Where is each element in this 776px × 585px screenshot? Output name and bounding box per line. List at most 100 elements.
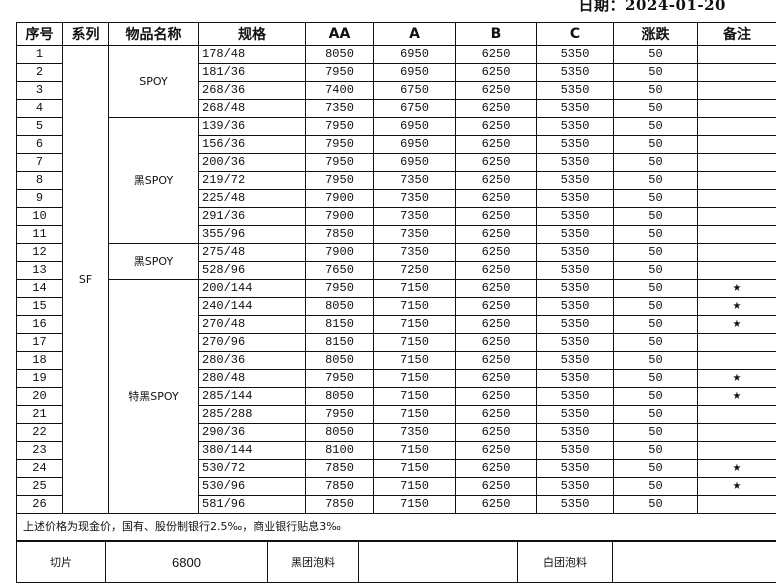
star-icon: ★: [697, 477, 776, 496]
row-no: 25: [16, 477, 63, 496]
header-series: 系列: [62, 22, 109, 46]
row-no: 16: [16, 315, 63, 334]
change-cell: 50: [613, 153, 698, 172]
change-cell: 50: [613, 387, 698, 406]
note-cell: [697, 207, 776, 226]
table-row: 5 黑SPOY 139/36 7950 6950 6250 5350 50: [16, 117, 776, 244]
row-no: 9: [16, 189, 63, 208]
table-row: 4 268/48 7350 6750 6250 5350 50: [16, 99, 776, 118]
price-aa-cell: 8050: [305, 387, 374, 406]
note-cell: [697, 153, 776, 172]
price-c-cell: 5350: [536, 297, 614, 316]
price-b-cell: 6250: [455, 99, 537, 118]
price-b-cell: 6250: [455, 117, 537, 136]
spec-cell: 285/144: [198, 387, 306, 406]
note-cell: [697, 171, 776, 190]
price-aa-cell: 8050: [305, 45, 374, 64]
header-aa: AA: [305, 22, 374, 46]
price-c-cell: 5350: [536, 261, 614, 280]
price-aa-cell: 7850: [305, 225, 374, 244]
star-icon: ★: [697, 315, 776, 334]
price-a-cell: 7150: [373, 477, 456, 496]
table-row: 17 270/96 8150 7150 6250 5350 50: [16, 333, 776, 352]
row-no: 6: [16, 135, 63, 154]
change-cell: 50: [613, 117, 698, 136]
price-b-cell: 6250: [455, 135, 537, 154]
spec-cell: 280/48: [198, 369, 306, 388]
note-cell: [697, 63, 776, 82]
table-row: 6 156/36 7950 6950 6250 5350 50: [16, 135, 776, 154]
date-label: 日期：2024-01-20: [578, 0, 726, 14]
row-no: 23: [16, 441, 63, 460]
price-b-cell: 6250: [455, 189, 537, 208]
row-no: 8: [16, 171, 63, 190]
table-row: 7 200/36 7950 6950 6250 5350 50: [16, 153, 776, 172]
spec-cell: 181/36: [198, 63, 306, 82]
price-c-cell: 5350: [536, 45, 614, 64]
spec-cell: 581/96: [198, 495, 306, 514]
price-aa-cell: 8050: [305, 297, 374, 316]
price-c-cell: 5350: [536, 279, 614, 298]
spec-cell: 280/36: [198, 351, 306, 370]
note-cell: [697, 405, 776, 424]
price-aa-cell: 7950: [305, 405, 374, 424]
price-a-cell: 6950: [373, 63, 456, 82]
header-b: B: [455, 22, 537, 46]
price-a-cell: 7350: [373, 207, 456, 226]
price-c-cell: 5350: [536, 423, 614, 442]
series-cell: SF: [62, 45, 109, 514]
note-cell: [697, 351, 776, 370]
price-aa-cell: 8050: [305, 351, 374, 370]
spec-cell: 380/144: [198, 441, 306, 460]
table-row: 19 280/48 7950 7150 6250 5350 50 ★: [16, 369, 776, 388]
star-icon: ★: [697, 279, 776, 298]
price-b-cell: 6250: [455, 279, 537, 298]
change-cell: 50: [613, 441, 698, 460]
white-foam-label: 白团泡料: [517, 541, 613, 583]
price-a-cell: 6950: [373, 153, 456, 172]
price-a-cell: 7150: [373, 297, 456, 316]
row-no: 13: [16, 261, 63, 280]
row-no: 1: [16, 45, 63, 64]
change-cell: 50: [613, 495, 698, 514]
price-c-cell: 5350: [536, 315, 614, 334]
spec-cell: 291/36: [198, 207, 306, 226]
change-cell: 50: [613, 171, 698, 190]
price-a-cell: 7150: [373, 279, 456, 298]
price-c-cell: 5350: [536, 135, 614, 154]
item-name-cell: 特黑SPOY: [108, 279, 199, 514]
price-aa-cell: 8150: [305, 315, 374, 334]
header-no: 序号: [16, 22, 63, 46]
note-cell: [697, 99, 776, 118]
table-row: 22 290/36 8050 7350 6250 5350 50: [16, 423, 776, 442]
change-cell: 50: [613, 351, 698, 370]
price-b-cell: 6250: [455, 477, 537, 496]
table-row: 8 219/72 7950 7350 6250 5350 50: [16, 171, 776, 190]
change-cell: 50: [613, 81, 698, 100]
spec-cell: 240/144: [198, 297, 306, 316]
price-c-cell: 5350: [536, 243, 614, 262]
price-aa-cell: 7850: [305, 477, 374, 496]
change-cell: 50: [613, 459, 698, 478]
price-b-cell: 6250: [455, 171, 537, 190]
price-b-cell: 6250: [455, 261, 537, 280]
price-c-cell: 5350: [536, 189, 614, 208]
price-a-cell: 7150: [373, 351, 456, 370]
row-no: 15: [16, 297, 63, 316]
price-b-cell: 6250: [455, 495, 537, 514]
slice-value: 6800: [105, 541, 268, 583]
price-a-cell: 6750: [373, 81, 456, 100]
header-a: A: [373, 22, 456, 46]
price-a-cell: 6750: [373, 99, 456, 118]
price-b-cell: 6250: [455, 459, 537, 478]
price-a-cell: 7150: [373, 387, 456, 406]
price-a-cell: 7150: [373, 315, 456, 334]
price-aa-cell: 7350: [305, 99, 374, 118]
price-aa-cell: 7900: [305, 189, 374, 208]
row-no: 18: [16, 351, 63, 370]
price-aa-cell: 7850: [305, 495, 374, 514]
table-row: 21 285/288 7950 7150 6250 5350 50: [16, 405, 776, 424]
price-b-cell: 6250: [455, 423, 537, 442]
note-row: 上述价格为现金价，国有、股份制银行2.5‰，商业银行贴息3‰: [16, 513, 776, 541]
price-c-cell: 5350: [536, 225, 614, 244]
